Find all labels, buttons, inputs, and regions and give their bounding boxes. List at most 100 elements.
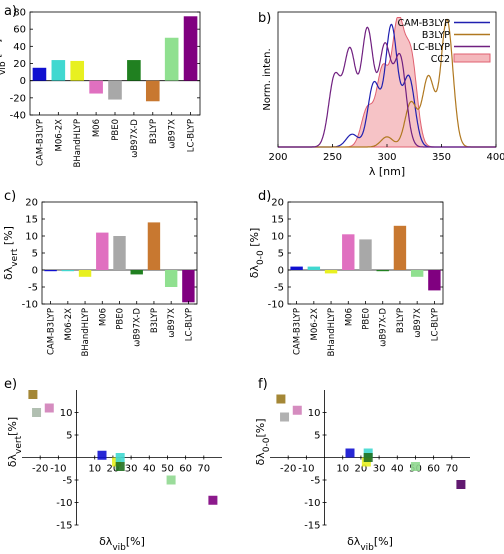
chart-e-point [97, 450, 107, 460]
chart-f-ylabel: δλ0-0[%] [254, 419, 272, 466]
chart-a-category-label: M06-2X [54, 119, 64, 152]
chart-e-xtick-label: 60 [179, 464, 192, 475]
chart-b-xlabel: λ [nm] [369, 165, 405, 178]
chart-c-category-label: ωB97X [167, 308, 177, 338]
chart-a-bar [145, 80, 160, 102]
chart-e-xtick-label: -10 [50, 464, 66, 475]
chart-c-bar [78, 270, 92, 277]
panel-label-e: e) [4, 377, 17, 392]
chart-f-point [276, 394, 286, 404]
chart-d-category-label: PBE0 [362, 308, 372, 330]
chart-e-ytick-label: 10 [60, 408, 73, 419]
chart-b-ylabel: Norm. inten. [262, 48, 273, 110]
chart-a-category-label: M06 [92, 119, 102, 137]
chart-f-xtick-label: 20 [355, 464, 368, 475]
chart-d-ytick-label: 20 [271, 198, 284, 209]
chart-c-ytick-label: 10 [25, 232, 38, 243]
chart-f-xtick-label: 40 [391, 464, 404, 475]
chart-f-point [292, 405, 302, 415]
chart-c-ytick-label: 20 [25, 198, 38, 209]
chart-f-xlabel: δλvib[%] [347, 535, 393, 550]
chart-d-bar [376, 270, 389, 272]
chart-e-ytick-label: 5 [66, 431, 72, 442]
chart-f-ytick-label: -10 [304, 498, 320, 509]
chart-f-xtick-label: -20 [280, 464, 296, 475]
chart-a-bar [164, 37, 179, 81]
chart-e-xlabel: δλvib[%] [99, 535, 145, 550]
chart-d-ytick-label: 5 [278, 249, 284, 260]
chart-f-xtick-label: 10 [336, 464, 349, 475]
chart-a-ytick-label: 80 [13, 8, 26, 19]
chart-c-ytick-label: -10 [22, 300, 38, 311]
chart-e-xtick-label: 30 [125, 464, 138, 475]
spectrum-line-lc-blyp [278, 26, 496, 148]
chart-a-bar [127, 60, 141, 81]
chart-f-xtick-label: 30 [373, 464, 386, 475]
chart-d-category-label: BHandHLYP [327, 308, 337, 357]
spectrum-area-cc2 [278, 17, 496, 148]
chart-c-bar [44, 270, 57, 272]
chart-c-category-label: M06 [98, 308, 108, 326]
chart-a-category-label: ωB97X-D [130, 119, 140, 158]
chart-d-ytick-label: -10 [268, 300, 284, 311]
chart-a-bar [89, 80, 103, 94]
chart-a-bar [108, 80, 122, 100]
chart-d-bar [307, 266, 321, 270]
chart-a-category-label: LC-BLYP [187, 119, 197, 152]
chart-d-category-label: M06 [344, 308, 354, 326]
chart-e-ytick-label: -15 [56, 521, 72, 532]
chart-d-bar [410, 270, 424, 277]
chart-c-bar [96, 232, 109, 270]
chart-d-bar [359, 239, 372, 270]
chart-d-category-label: ωB97X [413, 308, 423, 338]
chart-d-category-label: ωB97X-D [379, 308, 389, 347]
chart-a-category-label: B3LYP [149, 119, 159, 144]
chart-f-ytick-label: 10 [308, 408, 321, 419]
chart-e-point [208, 495, 218, 505]
chart-e-xtick-label: 20 [107, 464, 120, 475]
chart-c-bar [113, 236, 126, 270]
chart-c-bar [61, 270, 75, 272]
chart-e-point [28, 390, 38, 399]
chart-f-ytick-label: 5 [314, 431, 320, 442]
chart-f-point [345, 448, 355, 458]
chart-e-ytick-label: -5 [63, 476, 73, 487]
chart-f-xtick-label: -10 [298, 464, 314, 475]
chart-a-category-label: BHandHLYP [73, 119, 83, 168]
chart-b-xtick-label: 400 [486, 152, 504, 163]
panel-label-b: b) [258, 11, 271, 26]
chart-c-bar [164, 270, 178, 287]
chart-a-ylabel: δλvib [%] [0, 39, 8, 88]
chart-d-bar [393, 225, 407, 270]
panel-label-c: c) [4, 189, 16, 204]
chart-f-point [456, 480, 466, 489]
chart-e-xtick-label: 70 [197, 464, 210, 475]
chart-c-bar [182, 270, 195, 303]
chart-e-xtick-label: 40 [143, 464, 156, 475]
chart-f-point [363, 453, 373, 462]
chart-d-ytick-label: 15 [271, 215, 284, 226]
chart-c: -10 -5 0 5 10 15 20 CAM-B3LYP M06-2X BHandHLYP M06… [2, 198, 198, 357]
chart-d-category-label: CAM-B3LYP [293, 308, 303, 355]
chart-a: -40 -20 0 20 40 60 80 CAM-B3LYP M06-2X BHandHLYP M… [0, 8, 201, 168]
legend-label-cam-b3lyp: CAM-B3LYP [397, 18, 450, 29]
chart-d-ylabel: δλ0-0 [%] [248, 228, 266, 279]
panel-label-a: a) [4, 4, 17, 19]
chart-c-bar [130, 270, 143, 275]
chart-b-xtick-label: 200 [268, 152, 287, 163]
legend-swatch-cc2 [453, 53, 491, 63]
chart-d-bar [324, 270, 338, 274]
chart-c-ylabel: δλvert [%] [2, 226, 20, 280]
legend-label-cc2: CC2 [431, 54, 450, 65]
chart-b-xtick-label: 350 [432, 152, 451, 163]
chart-c-ytick-label: -5 [28, 283, 38, 294]
chart-f: -20-1010203040506070-15-10-5510δλvib[%]δ… [254, 390, 470, 553]
panel-label-f: f) [258, 377, 268, 392]
chart-a-category-label: ωB97X [168, 119, 178, 149]
chart-d-category-label: M06-2X [310, 308, 320, 341]
chart-f-point [280, 412, 290, 422]
chart-f-point [410, 462, 420, 471]
chart-e: -20 -10 10 20 30 40 50 60 70-15-10-5510δλvib[%]δ… [6, 390, 222, 553]
chart-c-ytick-label: 15 [25, 215, 38, 226]
